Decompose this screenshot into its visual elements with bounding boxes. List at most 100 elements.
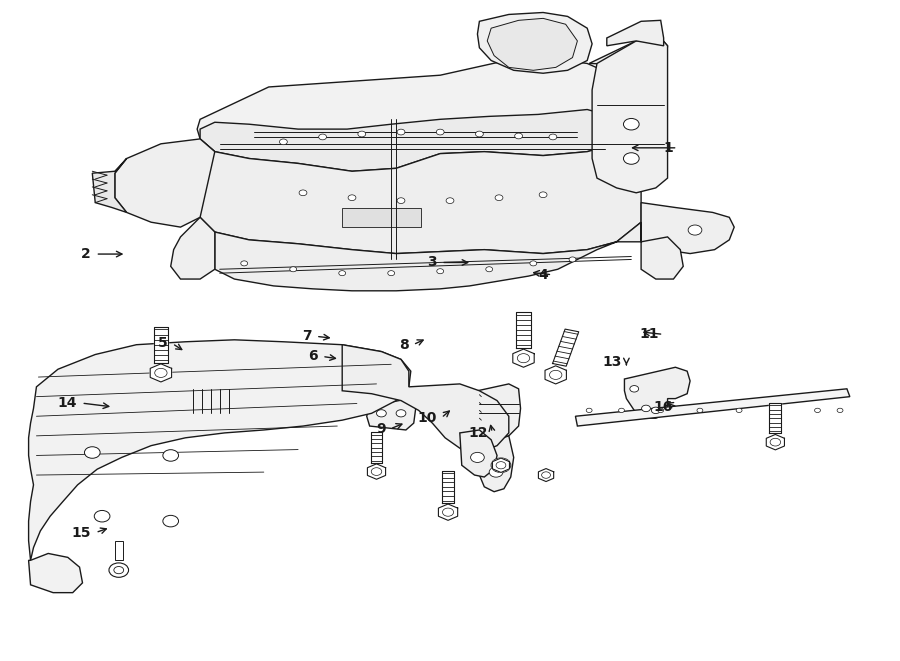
Circle shape <box>630 385 639 392</box>
Circle shape <box>319 134 327 140</box>
Circle shape <box>624 153 639 165</box>
Circle shape <box>658 408 663 412</box>
Polygon shape <box>625 368 690 418</box>
Polygon shape <box>460 430 497 477</box>
Polygon shape <box>575 389 850 426</box>
Circle shape <box>586 408 592 412</box>
Circle shape <box>338 270 346 276</box>
Circle shape <box>518 354 530 363</box>
Polygon shape <box>766 434 785 450</box>
Circle shape <box>569 257 576 262</box>
Circle shape <box>299 190 307 196</box>
Circle shape <box>770 438 780 446</box>
Circle shape <box>697 408 703 412</box>
Polygon shape <box>553 329 579 366</box>
Circle shape <box>837 408 843 412</box>
Text: 16: 16 <box>653 400 673 414</box>
Polygon shape <box>492 458 509 473</box>
Text: 11: 11 <box>640 327 659 341</box>
Polygon shape <box>29 340 410 561</box>
Circle shape <box>550 370 562 379</box>
Circle shape <box>290 267 297 272</box>
Circle shape <box>163 449 178 461</box>
Polygon shape <box>115 541 122 561</box>
Text: 4: 4 <box>538 268 548 282</box>
Polygon shape <box>517 312 531 348</box>
Circle shape <box>446 198 454 204</box>
Text: 9: 9 <box>376 422 385 436</box>
Polygon shape <box>438 504 458 520</box>
Circle shape <box>624 118 639 130</box>
Polygon shape <box>187 384 244 416</box>
Polygon shape <box>538 469 554 481</box>
Circle shape <box>549 134 557 140</box>
Circle shape <box>436 129 444 135</box>
Text: 8: 8 <box>399 338 409 352</box>
Text: 3: 3 <box>428 256 436 270</box>
Text: 2: 2 <box>81 247 91 261</box>
Polygon shape <box>367 464 385 479</box>
Circle shape <box>109 563 129 577</box>
Circle shape <box>85 447 100 458</box>
Text: 1: 1 <box>663 141 673 155</box>
Polygon shape <box>29 553 83 593</box>
Text: 15: 15 <box>71 525 91 539</box>
Circle shape <box>495 461 507 469</box>
Polygon shape <box>592 38 668 193</box>
Circle shape <box>397 198 405 204</box>
Text: 13: 13 <box>603 354 622 369</box>
Text: 14: 14 <box>58 396 76 410</box>
Circle shape <box>443 508 454 516</box>
Polygon shape <box>371 432 382 463</box>
Text: 10: 10 <box>418 411 436 425</box>
Polygon shape <box>342 344 508 453</box>
Circle shape <box>358 131 365 137</box>
Circle shape <box>736 408 742 412</box>
Circle shape <box>155 368 167 377</box>
Text: 6: 6 <box>308 350 318 364</box>
Circle shape <box>688 225 702 235</box>
Polygon shape <box>545 366 566 384</box>
Text: 5: 5 <box>158 336 167 350</box>
Polygon shape <box>171 217 215 279</box>
Polygon shape <box>513 349 535 368</box>
Circle shape <box>475 131 483 137</box>
Text: 12: 12 <box>468 426 488 440</box>
Polygon shape <box>200 124 641 254</box>
Polygon shape <box>93 159 127 212</box>
Polygon shape <box>200 110 641 171</box>
Circle shape <box>515 133 523 139</box>
Polygon shape <box>215 222 641 291</box>
Polygon shape <box>607 20 663 46</box>
Polygon shape <box>115 139 215 227</box>
Circle shape <box>436 268 444 274</box>
Circle shape <box>618 408 625 412</box>
Circle shape <box>496 461 506 469</box>
Circle shape <box>539 192 547 198</box>
Circle shape <box>376 410 386 417</box>
Circle shape <box>94 510 110 522</box>
Circle shape <box>280 139 287 145</box>
Circle shape <box>114 566 123 574</box>
Polygon shape <box>480 436 514 492</box>
Polygon shape <box>487 19 578 70</box>
Polygon shape <box>366 399 416 430</box>
Circle shape <box>490 467 503 477</box>
Circle shape <box>388 270 394 276</box>
Polygon shape <box>442 471 454 503</box>
Polygon shape <box>150 364 172 382</box>
Circle shape <box>486 267 492 272</box>
Text: 7: 7 <box>302 329 311 343</box>
Circle shape <box>163 516 178 527</box>
Polygon shape <box>770 403 781 434</box>
Polygon shape <box>477 13 592 73</box>
Circle shape <box>642 405 651 412</box>
Polygon shape <box>154 327 168 362</box>
Polygon shape <box>197 56 646 171</box>
Circle shape <box>530 261 536 266</box>
Circle shape <box>491 458 511 473</box>
Polygon shape <box>477 384 520 440</box>
Circle shape <box>814 408 821 412</box>
Circle shape <box>396 410 406 417</box>
Circle shape <box>542 472 551 479</box>
